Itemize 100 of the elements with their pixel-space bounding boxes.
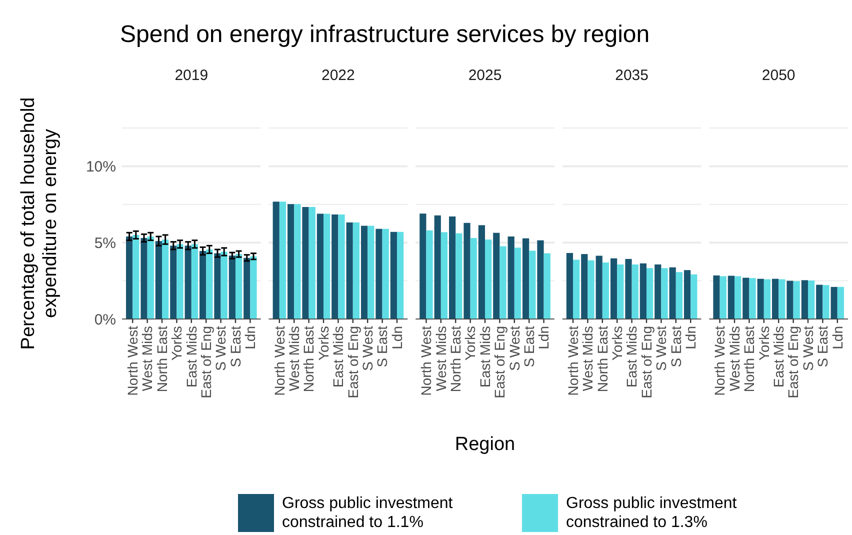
bar	[440, 232, 448, 319]
bar	[155, 241, 162, 319]
bar	[581, 254, 588, 319]
x-tick-label: East Mids	[330, 326, 346, 388]
bar	[772, 278, 779, 319]
text: Spend on energy infrastructure services by region	[120, 21, 650, 48]
bar	[244, 258, 250, 319]
bar	[162, 240, 169, 319]
x-tick-label: Yorks	[168, 326, 185, 361]
bar	[588, 260, 594, 319]
bar	[420, 214, 426, 319]
bar	[566, 252, 574, 319]
bar	[684, 270, 691, 319]
x-tick-label: S East	[520, 326, 537, 368]
chart-subtitle: 2050	[762, 67, 796, 84]
x-tick-label: S East	[374, 326, 390, 368]
bar	[478, 225, 485, 319]
bar	[332, 214, 338, 319]
bar	[368, 226, 374, 319]
bar	[132, 234, 140, 319]
bar	[346, 222, 353, 319]
bar	[610, 258, 618, 319]
bar	[728, 276, 735, 319]
bar	[338, 214, 345, 319]
legend-label: Gross public investment constrained to 1.1%	[282, 495, 454, 531]
bar	[316, 214, 324, 319]
bar	[235, 254, 242, 319]
bar	[544, 253, 550, 319]
bar	[456, 233, 462, 319]
bar	[537, 240, 544, 319]
bar	[793, 281, 800, 319]
x-tick-label: North West	[124, 326, 141, 396]
bar	[801, 280, 808, 319]
bar	[602, 262, 610, 319]
bar	[757, 278, 764, 319]
chart-subtitle: 2019	[174, 67, 208, 84]
bar	[529, 250, 536, 319]
bar	[661, 268, 668, 319]
bar	[352, 222, 360, 319]
bar	[214, 253, 221, 319]
bar	[596, 256, 602, 319]
bar	[324, 214, 330, 319]
bar	[786, 280, 794, 319]
bar	[360, 226, 368, 319]
bar	[199, 251, 206, 319]
x-tick-label: North West	[564, 326, 581, 396]
bar	[302, 207, 309, 319]
x-tick-label: Ldn	[388, 326, 405, 350]
bar	[126, 236, 133, 319]
x-tick-label: Ldn	[536, 326, 552, 350]
x-tick-label: North West	[418, 326, 434, 396]
bar	[778, 279, 786, 319]
bar	[390, 232, 397, 319]
x-tick-label: S East	[668, 326, 684, 368]
bar	[522, 238, 530, 319]
x-tick-label: S West	[212, 326, 229, 371]
bar	[625, 258, 632, 319]
bar	[617, 264, 624, 319]
x-tick-label: North West	[712, 326, 728, 396]
bar	[742, 278, 750, 319]
bar	[448, 216, 456, 319]
x-tick-label: North East	[741, 326, 758, 392]
x-tick-label: East of Eng	[198, 326, 214, 398]
bar	[764, 279, 771, 319]
chart-subtitle: 2025	[468, 67, 502, 84]
x-tick-label: East of Eng	[638, 326, 654, 398]
bar	[220, 252, 228, 319]
bar	[147, 236, 154, 319]
x-tick-label: Yorks	[462, 326, 478, 361]
bar	[426, 230, 433, 319]
bar	[308, 207, 316, 319]
x-tick-label: Ldn	[829, 326, 846, 350]
bar	[690, 274, 698, 319]
bar	[713, 275, 720, 319]
x-tick-label: East Mids	[770, 326, 786, 388]
bar	[749, 278, 756, 319]
bar	[250, 256, 257, 319]
bar	[382, 228, 389, 319]
bar	[485, 240, 492, 319]
bar	[170, 246, 177, 319]
bar	[830, 286, 838, 319]
x-tick-label: Yorks	[315, 326, 332, 361]
x-tick-label: Yorks	[609, 326, 626, 361]
x-tick-label: North East	[594, 326, 610, 392]
chart-subtitle: 2022	[322, 67, 355, 84]
x-tick-label: S West	[506, 326, 522, 371]
x-tick-label: East of Eng	[785, 326, 802, 398]
bar	[676, 272, 683, 319]
bar	[500, 246, 506, 319]
bar	[493, 232, 500, 319]
bar	[206, 249, 213, 319]
bar	[191, 244, 198, 319]
x-axis-title: Region	[454, 434, 516, 455]
bar	[640, 263, 646, 319]
y-axis-title: Percentage of total household expenditure on energy	[18, 97, 61, 350]
x-tick-label: Yorks	[756, 326, 772, 361]
bar	[376, 228, 382, 319]
bar	[228, 256, 236, 319]
x-tick-label: West Mids	[286, 326, 302, 392]
bar	[632, 264, 638, 319]
